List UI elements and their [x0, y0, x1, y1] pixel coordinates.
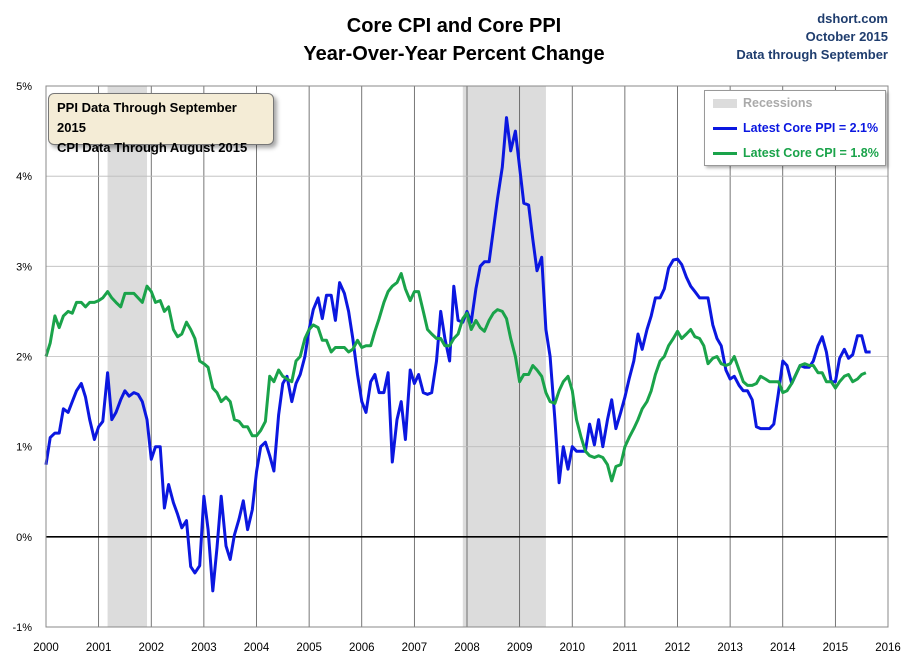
y-tick-label: 3%	[16, 261, 32, 273]
x-tick-label: 2006	[349, 642, 375, 654]
data-note-box: PPI Data Through September 2015 CPI Data…	[48, 93, 274, 155]
cpi-swatch	[713, 151, 737, 155]
credit-date: October 2015	[805, 29, 888, 44]
x-tick-label: 2001	[86, 642, 112, 654]
y-tick-label: 2%	[16, 352, 32, 364]
chart-title-line1: Core CPI and Core PPI	[346, 15, 562, 37]
y-tick-label: -1%	[12, 622, 32, 634]
x-tick-label: 2002	[138, 642, 164, 654]
credit-note: Data through September	[736, 47, 888, 62]
y-tick-label: 1%	[16, 442, 32, 454]
x-tick-label: 2011	[613, 642, 638, 654]
legend: Recessions Latest Core PPI = 2.1% Latest…	[704, 90, 886, 166]
core-ppi-line	[44, 116, 871, 593]
legend-ppi-label: Latest Core PPI = 2.1%	[743, 121, 879, 135]
recession-swatch	[713, 98, 737, 108]
plot-frame	[45, 85, 889, 628]
x-tick-label: 2004	[244, 642, 270, 654]
series-lines	[44, 116, 871, 593]
cpi-note: CPI Data Through August 2015	[57, 140, 248, 155]
credit-site: dshort.com	[817, 11, 888, 26]
legend-ppi: Latest Core PPI = 2.1%	[713, 119, 878, 137]
tick-labels: 2000 2001 2002 2003 2004 2005 2006 2007 2008 2009…	[12, 81, 900, 654]
x-tick-label: 2013	[717, 642, 743, 654]
x-tick-label: 2008	[454, 642, 480, 654]
x-tick-label: 2000	[33, 642, 59, 654]
grid-lines	[46, 86, 888, 627]
x-tick-label: 2010	[559, 642, 585, 654]
y-tick-label: 0%	[16, 532, 32, 544]
core-cpi-line	[44, 272, 867, 483]
x-tick-label: 2015	[823, 642, 849, 654]
x-tick-label: 2005	[296, 642, 322, 654]
x-tick-label: 2003	[191, 642, 217, 654]
x-tick-label: 2007	[402, 642, 428, 654]
ppi-swatch	[713, 126, 737, 130]
x-tick-label: 2016	[875, 642, 901, 654]
x-tick-label: 2009	[507, 642, 533, 654]
legend-cpi: Latest Core CPI = 1.8%	[713, 144, 879, 162]
legend-recessions: Recessions	[713, 94, 812, 112]
legend-recessions-label: Recessions	[743, 96, 813, 110]
credit-block: dshort.com October 2015 Data through Sep…	[736, 10, 888, 64]
x-tick-label: 2014	[770, 642, 796, 654]
y-tick-label: 5%	[16, 81, 32, 93]
ppi-note: PPI Data Through September 2015	[57, 100, 237, 135]
x-tick-label: 2012	[665, 642, 691, 654]
legend-cpi-label: Latest Core CPI = 1.8%	[743, 146, 879, 160]
chart-title: Core CPI and Core PPI Year-Over-Year Per…	[0, 12, 908, 68]
chart-title-line2: Year-Over-Year Percent Change	[303, 43, 605, 65]
y-tick-label: 4%	[16, 171, 32, 183]
